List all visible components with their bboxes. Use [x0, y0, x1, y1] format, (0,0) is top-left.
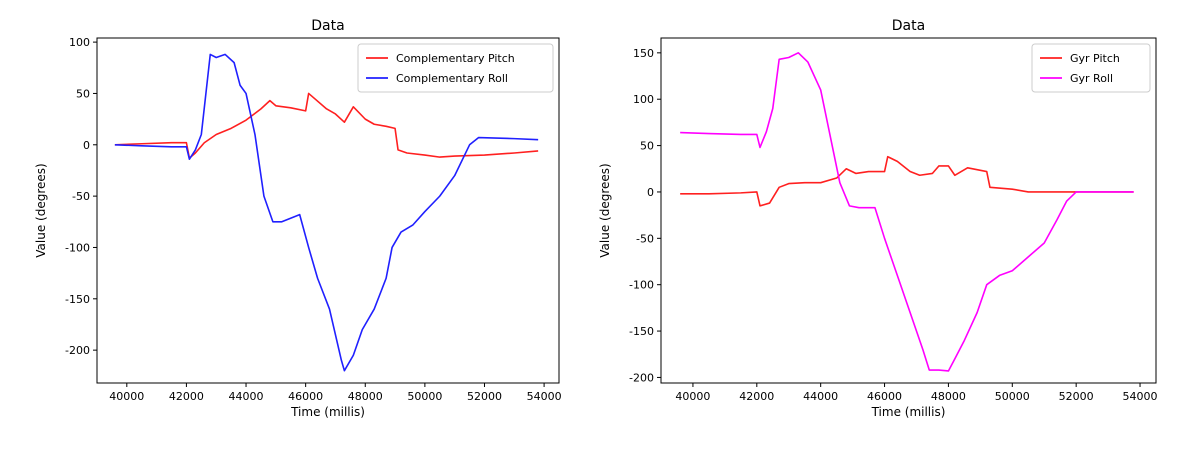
- right-legend-label-1: Gyr Roll: [1070, 72, 1113, 85]
- right-x-tick-label-3: 46000: [867, 390, 902, 403]
- right-y-tick-label-4: -50: [636, 232, 654, 245]
- right-series-line-0: [680, 155, 1134, 207]
- right-y-tick-label-6: -150: [629, 325, 654, 338]
- left-x-tick-label-1: 42000: [169, 390, 204, 403]
- left-figure: Data 40000 42000 44000 46000 48000 50000 52000 5…: [34, 18, 562, 419]
- left-y-tick-label-3: -50: [72, 190, 90, 203]
- right-x-tick-label-2: 44000: [803, 390, 838, 403]
- left-legend-label-1: Complementary Roll: [396, 72, 508, 85]
- right-x-tick-label-5: 50000: [995, 390, 1030, 403]
- right-x-tick-label-6: 52000: [1059, 390, 1094, 403]
- left-x-tick-label-6: 52000: [467, 390, 502, 403]
- left-x-tick-label-5: 50000: [407, 390, 442, 403]
- right-x-tick-label-4: 48000: [931, 390, 966, 403]
- left-x-tick-label-7: 54000: [527, 390, 562, 403]
- left-chart: Data 40000 42000 44000 46000 48000 50000 52000 5…: [34, 18, 562, 419]
- right-y-tick-label-7: -200: [629, 371, 654, 384]
- left-axes-frame: [96, 37, 560, 384]
- right-axes-frame: [660, 37, 1157, 384]
- left-y-tick-label-0: 100: [69, 36, 90, 49]
- left-y-axis-label: Value (degrees): [34, 163, 48, 257]
- right-y-tick-label-2: 50: [640, 140, 654, 153]
- left-x-tick-label-4: 48000: [348, 390, 383, 403]
- right-figure: Data 40000 42000 44000 46000 48000 50000 52000 5…: [589, 0, 1178, 458]
- left-x-axis-label: Time (millis): [290, 405, 365, 419]
- right-x-tick-label-7: 54000: [1123, 390, 1158, 403]
- right-y-tick-label-3: 0: [647, 186, 654, 199]
- left-legend: Complementary Pitch Complementary Roll: [357, 43, 554, 93]
- left-y-tick-label-5: -150: [65, 293, 90, 306]
- right-legend: Gyr Pitch Gyr Roll: [1031, 43, 1151, 93]
- left-legend-box: [357, 43, 554, 93]
- left-legend-label-0: Complementary Pitch: [396, 52, 515, 65]
- right-y-axis-label: Value (degrees): [598, 163, 612, 257]
- left-x-tick-label-3: 46000: [288, 390, 323, 403]
- left-y-tick-label-1: 50: [76, 87, 90, 100]
- right-series-line-1: [680, 52, 1134, 372]
- right-y-tick-label-5: -100: [629, 279, 654, 292]
- right-chart: Data 40000 42000 44000 46000 48000 50000 52000 5…: [598, 18, 1158, 419]
- right-legend-label-0: Gyr Pitch: [1070, 52, 1120, 65]
- right-legend-box: [1031, 43, 1151, 93]
- right-y-tick-label-0: 150: [633, 47, 654, 60]
- right-x-axis-label: Time (millis): [871, 405, 946, 419]
- right-x-tick-label-0: 40000: [675, 390, 710, 403]
- right-x-tick-label-1: 42000: [739, 390, 774, 403]
- left-x-tick-label-0: 40000: [109, 390, 144, 403]
- right-chart-title: Data: [892, 18, 925, 34]
- left-x-tick-label-2: 44000: [229, 390, 264, 403]
- left-y-tick-label-2: 0: [83, 139, 90, 152]
- left-series-line-0: [114, 92, 539, 159]
- left-y-tick-label-4: -100: [65, 241, 90, 254]
- left-series-line-1: [114, 53, 539, 372]
- right-y-tick-label-1: 100: [633, 93, 654, 106]
- left-y-tick-label-6: -200: [65, 344, 90, 357]
- left-chart-title: Data: [311, 18, 344, 34]
